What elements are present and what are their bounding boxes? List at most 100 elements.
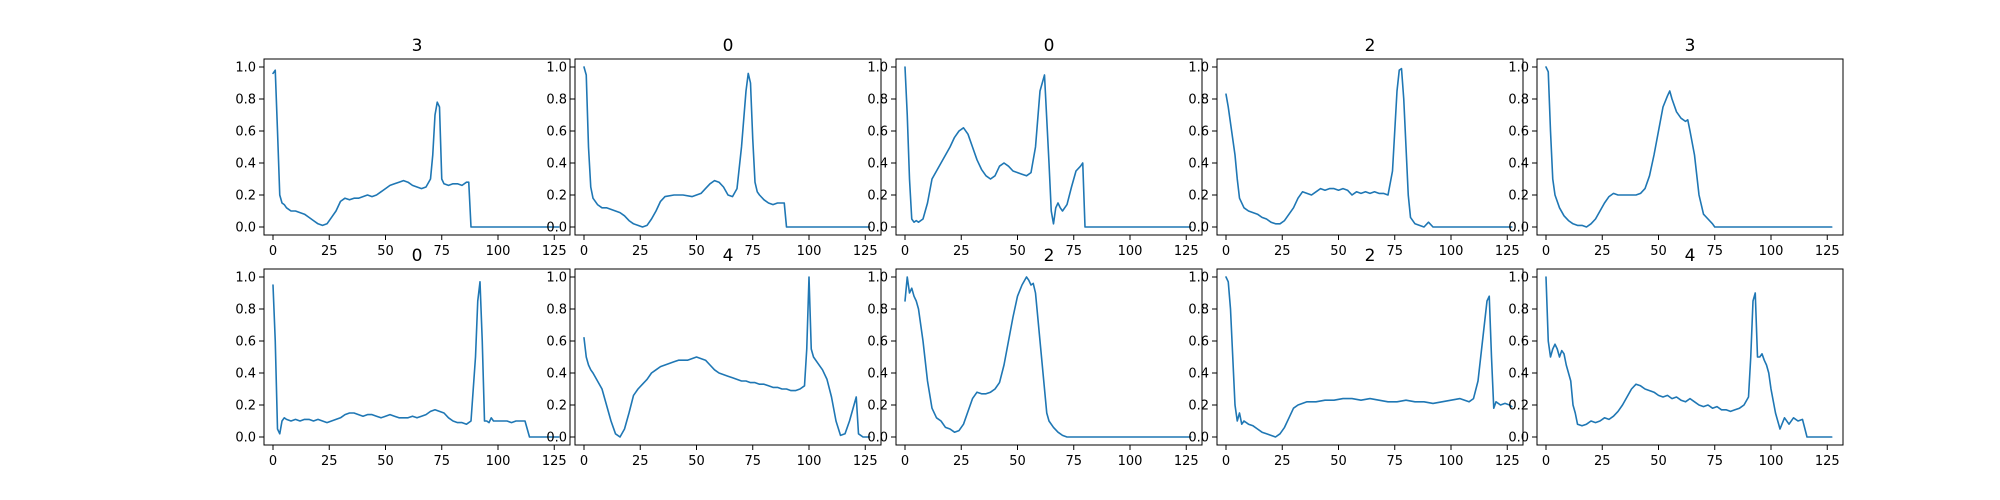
panel-8-y-tick-label: 1.0 bbox=[867, 271, 888, 286]
panel-5-y-tick-label: 0.0 bbox=[1508, 221, 1529, 236]
panel-4-y-tick-label: 0.2 bbox=[1188, 189, 1209, 204]
panel-7-y-tick-label: 0.6 bbox=[546, 335, 567, 350]
panel-8-y-tick-label: 0.6 bbox=[867, 335, 888, 350]
panel-2-series-line-1 bbox=[583, 66, 871, 228]
panel-1-x-tick-label: 50 bbox=[377, 244, 394, 259]
panel-8-y-tick-label: 0.8 bbox=[867, 303, 888, 318]
panel-9-x-tick-label: 25 bbox=[1274, 454, 1291, 469]
panel-1-frame bbox=[263, 58, 571, 236]
panel-3-y-tick-label: 0.4 bbox=[867, 157, 888, 172]
panel-6-x-tick-label: 0 bbox=[269, 454, 277, 469]
panel-2-x-tick-label: 100 bbox=[797, 244, 822, 259]
panel-1: 0 25 50 75 100 125 0.0 0.2 0.4 0.6 0.8 1.0 3 bbox=[235, 36, 571, 259]
panel-9-title: 2 bbox=[1365, 246, 1376, 266]
panel-10-title: 4 bbox=[1685, 246, 1696, 266]
panel-7-y-tick-label: 0.8 bbox=[546, 303, 567, 318]
panel-8-series-line-1 bbox=[904, 276, 1192, 438]
panel-8-x-tick-label: 100 bbox=[1118, 454, 1143, 469]
panel-4-y-tick-label: 1.0 bbox=[1188, 61, 1209, 76]
panel-4-x-tick-label: 0 bbox=[1222, 244, 1230, 259]
panel-6-y-tick-label: 0.2 bbox=[235, 399, 256, 414]
panel-3-x-tick-label: 0 bbox=[901, 244, 909, 259]
panel-3-x-tick-label: 50 bbox=[1009, 244, 1026, 259]
panel-5-y-tick-label: 0.4 bbox=[1508, 157, 1529, 172]
panel-2-x-tick-label: 75 bbox=[744, 244, 761, 259]
panel-4-series-line-1 bbox=[1225, 67, 1513, 228]
panel-7-x-tick-label: 125 bbox=[853, 454, 878, 469]
panel-4-frame bbox=[1216, 58, 1524, 236]
panel-6-x-tick-label: 75 bbox=[433, 454, 450, 469]
panel-8-x-tick-label: 75 bbox=[1065, 454, 1082, 469]
panel-7-x-tick-label: 0 bbox=[580, 454, 588, 469]
panel-7-series-line-1 bbox=[583, 276, 871, 438]
panel-10-y-tick-label: 0.4 bbox=[1508, 367, 1529, 382]
panel-5-y-tick-label: 0.2 bbox=[1508, 189, 1529, 204]
panel-2-y-tick-label: 0.0 bbox=[546, 221, 567, 236]
panel-8: 0 25 50 75 100 125 0.0 0.2 0.4 0.6 0.8 1.0 2 bbox=[867, 246, 1203, 469]
panel-8-y-tick-label: 0.2 bbox=[867, 399, 888, 414]
panel-10-x-tick-label: 0 bbox=[1542, 454, 1550, 469]
panel-2-x-tick-label: 50 bbox=[688, 244, 705, 259]
panel-1-x-tick-label: 75 bbox=[433, 244, 450, 259]
panel-8-y-tick-label: 0.4 bbox=[867, 367, 888, 382]
panel-8-frame bbox=[895, 268, 1203, 446]
panel-3-title: 0 bbox=[1044, 36, 1055, 56]
panel-5-y-tick-label: 0.8 bbox=[1508, 93, 1529, 108]
panel-6-y-tick-label: 0.0 bbox=[235, 431, 256, 446]
panel-1-y-tick-label: 0.6 bbox=[235, 125, 256, 140]
panel-7-x-tick-label: 50 bbox=[688, 454, 705, 469]
panel-6-title: 0 bbox=[412, 246, 423, 266]
panel-5-x-tick-label: 125 bbox=[1815, 244, 1840, 259]
panel-3: 0 25 50 75 100 125 0.0 0.2 0.4 0.6 0.8 1.0 0 bbox=[867, 36, 1203, 259]
panel-10-frame bbox=[1536, 268, 1844, 446]
panel-8-x-tick-label: 0 bbox=[901, 454, 909, 469]
panel-6-x-tick-label: 50 bbox=[377, 454, 394, 469]
panel-9: 0 25 50 75 100 125 0.0 0.2 0.4 0.6 0.8 1.0 2 bbox=[1188, 246, 1524, 469]
panel-1-x-tick-label: 25 bbox=[321, 244, 338, 259]
panel-8-x-tick-label: 50 bbox=[1009, 454, 1026, 469]
panel-7-y-tick-label: 0.2 bbox=[546, 399, 567, 414]
panel-9-y-tick-label: 0.0 bbox=[1188, 431, 1209, 446]
panel-9-x-tick-label: 100 bbox=[1439, 454, 1464, 469]
panel-2-y-tick-label: 0.6 bbox=[546, 125, 567, 140]
panel-3-y-tick-label: 0.0 bbox=[867, 221, 888, 236]
panel-9-y-tick-label: 0.6 bbox=[1188, 335, 1209, 350]
panel-5-x-tick-label: 25 bbox=[1594, 244, 1611, 259]
panel-9-frame bbox=[1216, 268, 1524, 446]
panel-6-y-tick-label: 0.4 bbox=[235, 367, 256, 382]
panel-6-y-tick-label: 0.8 bbox=[235, 303, 256, 318]
panel-6-y-tick-label: 0.6 bbox=[235, 335, 256, 350]
panel-9-y-tick-label: 0.8 bbox=[1188, 303, 1209, 318]
panel-1-y-tick-label: 0.4 bbox=[235, 157, 256, 172]
panel-10: 0 25 50 75 100 125 0.0 0.2 0.4 0.6 0.8 1.0 4 bbox=[1508, 246, 1844, 469]
panel-9-y-tick-label: 0.4 bbox=[1188, 367, 1209, 382]
panel-7-x-tick-label: 25 bbox=[632, 454, 649, 469]
panel-3-x-tick-label: 125 bbox=[1174, 244, 1199, 259]
panel-5-x-tick-label: 0 bbox=[1542, 244, 1550, 259]
panel-7-y-tick-label: 0.0 bbox=[546, 431, 567, 446]
panel-7-frame bbox=[574, 268, 882, 446]
panel-8-title: 2 bbox=[1044, 246, 1055, 266]
panel-1-y-tick-label: 1.0 bbox=[235, 61, 256, 76]
panel-3-x-tick-label: 75 bbox=[1065, 244, 1082, 259]
panel-2-x-tick-label: 125 bbox=[853, 244, 878, 259]
panel-6: 0 25 50 75 100 125 0.0 0.2 0.4 0.6 0.8 1.0 0 bbox=[235, 246, 571, 469]
panel-6-x-tick-label: 100 bbox=[486, 454, 511, 469]
panel-10-x-tick-label: 100 bbox=[1759, 454, 1784, 469]
panel-7-y-tick-label: 0.4 bbox=[546, 367, 567, 382]
panel-6-frame bbox=[263, 268, 571, 446]
panel-1-y-tick-label: 0.0 bbox=[235, 221, 256, 236]
panel-10-series-line-1 bbox=[1545, 276, 1833, 438]
panel-1-x-tick-label: 100 bbox=[486, 244, 511, 259]
panel-10-x-tick-label: 75 bbox=[1706, 454, 1723, 469]
panel-4-x-tick-label: 125 bbox=[1495, 244, 1520, 259]
panel-1-title: 3 bbox=[412, 36, 423, 56]
panel-9-x-tick-label: 75 bbox=[1386, 454, 1403, 469]
panel-2-y-tick-label: 1.0 bbox=[546, 61, 567, 76]
panel-4-x-tick-label: 25 bbox=[1274, 244, 1291, 259]
panel-8-x-tick-label: 25 bbox=[953, 454, 970, 469]
panel-2-y-tick-label: 0.2 bbox=[546, 189, 567, 204]
panel-4-y-tick-label: 0.0 bbox=[1188, 221, 1209, 236]
panel-10-y-tick-label: 0.0 bbox=[1508, 431, 1529, 446]
panel-9-y-tick-label: 1.0 bbox=[1188, 271, 1209, 286]
